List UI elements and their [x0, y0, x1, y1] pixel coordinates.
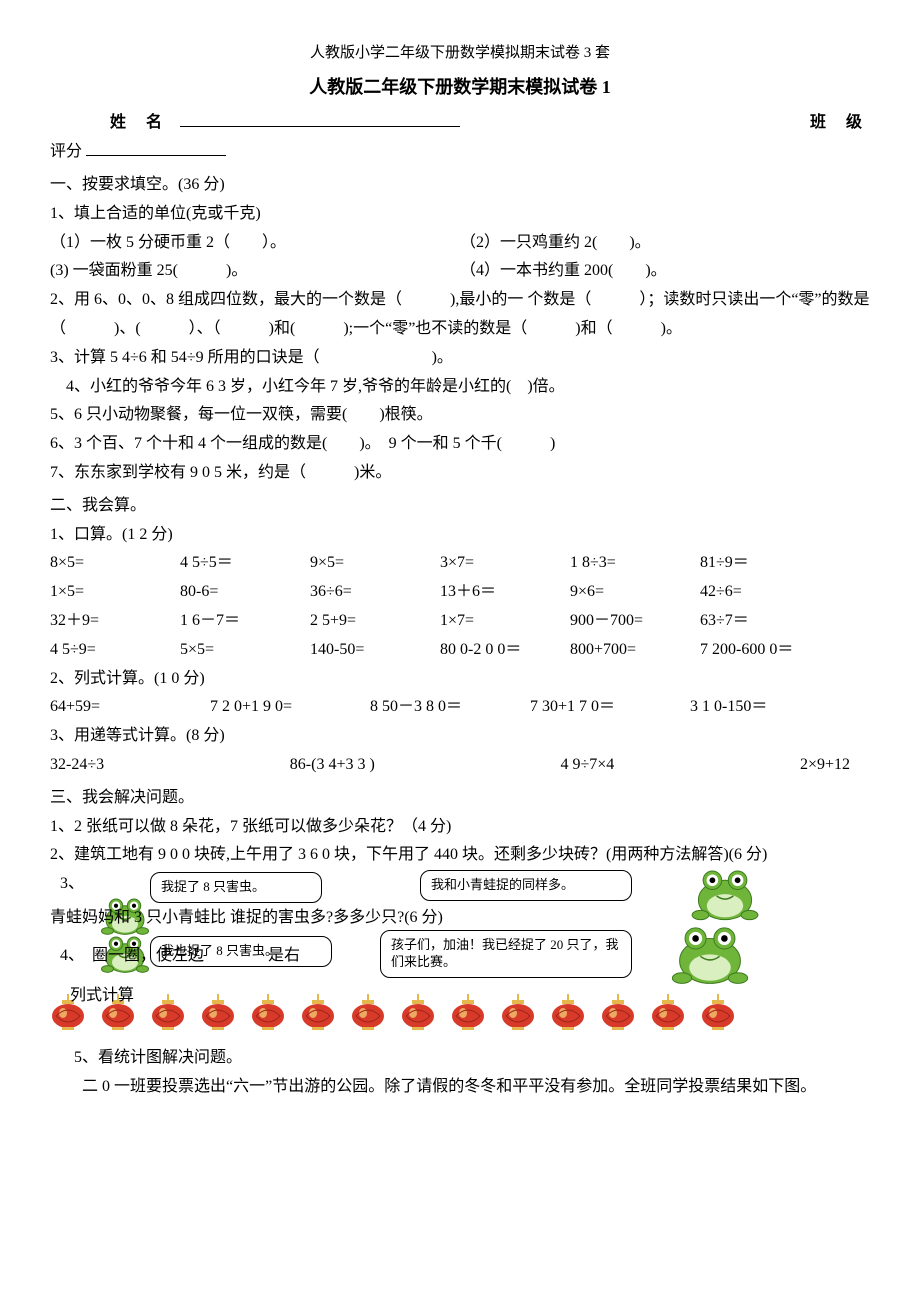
- calc-item: 2 5+9=: [310, 607, 410, 636]
- s1-q5: 5、6 只小动物聚餐，每一位一双筷，需要( )根筷。: [50, 401, 870, 430]
- name-blank[interactable]: [180, 110, 460, 127]
- calc-item: 4 5÷9=: [50, 636, 150, 665]
- s1-q1-1: （1）一枚 5 分硬币重 2（ ）。: [50, 229, 460, 258]
- s3-q4-line: 4、 圈一圈，使左边 是右: [60, 942, 348, 971]
- s1-q1-4: （4）一本书约重 200( )。: [460, 257, 870, 286]
- lantern-icon: [550, 994, 586, 1030]
- calc-item: 64+59=: [50, 693, 180, 722]
- calc-item: 900－700=: [570, 607, 670, 636]
- calc-item: 9×5=: [310, 549, 410, 578]
- calc-item: 1×5=: [50, 578, 150, 607]
- lantern-icon: [600, 994, 636, 1030]
- s3-q4-tail: 列式计算: [70, 982, 134, 1011]
- lantern-icon: [500, 994, 536, 1030]
- s2-row1: 8×5= 4 5÷5＝ 9×5= 3×7= 1 8÷3= 81÷9＝: [50, 549, 870, 578]
- section-2: 二、我会算。 1、口算。(1 2 分) 8×5= 4 5÷5＝ 9×5= 3×7= 1 …: [50, 492, 870, 780]
- speech-bubble-1: 我捉了 8 只害虫。: [150, 872, 322, 903]
- lantern-icon: [650, 994, 686, 1030]
- class-label: 班 级: [810, 109, 870, 138]
- s2-row6: 32-24÷3 86-(3 4+3 3 ) 4 9÷7×4 2×9+12: [50, 751, 870, 780]
- lantern-icon: [350, 994, 386, 1030]
- calc-item: 80-6=: [180, 578, 280, 607]
- s3-q1: 1、2 张纸可以做 8 朵花，7 张纸可以做多少朵花？（4 分): [50, 813, 870, 842]
- calc-item: 42÷6=: [700, 578, 800, 607]
- q3-illustration: 3、 我捉了 8 只害虫。 我和小青蛙捉的同样多。 我也捉了 8 只害虫。 孩子…: [50, 870, 870, 1040]
- calc-item: 140-50=: [310, 636, 410, 665]
- calc-item: 2×9+12: [800, 751, 850, 780]
- calc-item: 86-(3 4+3 3 ): [290, 751, 375, 780]
- s1-q4: 4、小红的爷爷今年 6 3 岁，小红今年 7 岁,爷爷的年龄是小红的( )倍。: [50, 373, 870, 402]
- s1-heading: 一、按要求填空。(36 分): [50, 171, 870, 200]
- s1-q1: 1、填上合适的单位(克或千克): [50, 200, 870, 229]
- info-row: 姓 名 班 级: [50, 109, 870, 138]
- s2-row5: 64+59= 7 2 0+1 9 0= 8 50－3 8 0＝ 7 30+1 7 0＝…: [50, 693, 870, 722]
- lantern-row: [50, 994, 870, 1030]
- name-label: 姓 名: [110, 109, 170, 138]
- calc-item: 80 0-2 0 0＝: [440, 636, 540, 665]
- calc-item: 63÷7＝: [700, 607, 800, 636]
- calc-item: 1 8÷3=: [570, 549, 670, 578]
- speech-bubble-4: 孩子们，加油！我已经捉了 20 只了，我们来比赛。: [380, 930, 632, 978]
- s3-q3-line: 青蛙妈妈和 3 只小青蛙比 谁捉的害虫多?多多少只?(6 分): [50, 904, 870, 933]
- lantern-icon: [400, 994, 436, 1030]
- s2-sub1: 1、口算。(1 2 分): [50, 521, 870, 550]
- s2-sub2: 2、列式计算。(1 0 分): [50, 665, 870, 694]
- calc-item: 81÷9＝: [700, 549, 800, 578]
- s3-q5-para: 二 0 一班要投票选出“六一”节出游的公园。除了请假的冬冬和平平没有参加。全班同…: [50, 1073, 870, 1102]
- speech-bubble-2: 我和小青蛙捉的同样多。: [420, 870, 632, 901]
- lantern-icon: [700, 994, 736, 1030]
- calc-item: 32＋9=: [50, 607, 150, 636]
- lantern-icon: [450, 994, 486, 1030]
- s2-row3: 32＋9= 1 6－7＝ 2 5+9= 1×7= 900－700= 63÷7＝: [50, 607, 870, 636]
- calc-item: 9×6=: [570, 578, 670, 607]
- calc-item: 4 5÷5＝: [180, 549, 280, 578]
- calc-item: 8 50－3 8 0＝: [370, 693, 500, 722]
- calc-item: 36÷6=: [310, 578, 410, 607]
- calc-item: 7 2 0+1 9 0=: [210, 693, 340, 722]
- s1-q2: 2、用 6、0、0、8 组成四位数，最大的一个数是（ ),最小的一 个数是（ ）…: [50, 286, 870, 344]
- s1-q6: 6、3 个百、7 个十和 4 个一组成的数是( )。 9 个一和 5 个千( ): [50, 430, 870, 459]
- score-row: 评分: [50, 138, 870, 167]
- calc-item: 3×7=: [440, 549, 540, 578]
- calc-item: 32-24÷3: [50, 751, 104, 780]
- calc-item: 13＋6＝: [440, 578, 540, 607]
- page-title: 人教版二年级下册数学期末模拟试卷 1: [50, 71, 870, 103]
- s2-sub3: 3、用递等式计算。(8 分): [50, 722, 870, 751]
- s1-q3: 3、计算 5 4÷6 和 54÷9 所用的口诀是（ )。: [50, 344, 870, 373]
- s1-q1-3: (3) 一袋面粉重 25( )。: [50, 257, 460, 286]
- section-1: 一、按要求填空。(36 分) 1、填上合适的单位(克或千克) （1）一枚 5 分…: [50, 171, 870, 488]
- score-blank[interactable]: [86, 139, 226, 156]
- lantern-icon: [300, 994, 336, 1030]
- s2-heading: 二、我会算。: [50, 492, 870, 521]
- calc-item: 5×5=: [180, 636, 280, 665]
- lantern-icon: [200, 994, 236, 1030]
- calc-item: 1 6－7＝: [180, 607, 280, 636]
- calc-item: 800+700=: [570, 636, 670, 665]
- calc-item: 4 9÷7×4: [560, 751, 614, 780]
- s1-q1-2: （2）一只鸡重约 2( )。: [460, 229, 870, 258]
- calc-item: 7 30+1 7 0＝: [530, 693, 660, 722]
- s2-row4: 4 5÷9= 5×5= 140-50= 80 0-2 0 0＝ 800+700= 7 20…: [50, 636, 870, 665]
- lantern-icon: [150, 994, 186, 1030]
- header-subtitle: 人教版小学二年级下册数学模拟期末试卷 3 套: [50, 40, 870, 67]
- score-label: 评分: [50, 143, 82, 160]
- s3-q5: 5、看统计图解决问题。: [50, 1044, 870, 1073]
- lantern-icon: [250, 994, 286, 1030]
- calc-item: 3 1 0-150＝: [690, 693, 820, 722]
- s2-row2: 1×5= 80-6= 36÷6= 13＋6＝ 9×6= 42÷6=: [50, 578, 870, 607]
- section-3: 三、我会解决问题。 1、2 张纸可以做 8 朵花，7 张纸可以做多少朵花？（4 …: [50, 784, 870, 1102]
- s3-q3-prefix: 3、: [60, 870, 84, 899]
- calc-item: 8×5=: [50, 549, 150, 578]
- calc-item: 1×7=: [440, 607, 540, 636]
- calc-item: 7 200-600 0＝: [700, 636, 800, 665]
- s3-heading: 三、我会解决问题。: [50, 784, 870, 813]
- s1-q7: 7、东东家到学校有 9 0 5 米，约是（ )米。: [50, 459, 870, 488]
